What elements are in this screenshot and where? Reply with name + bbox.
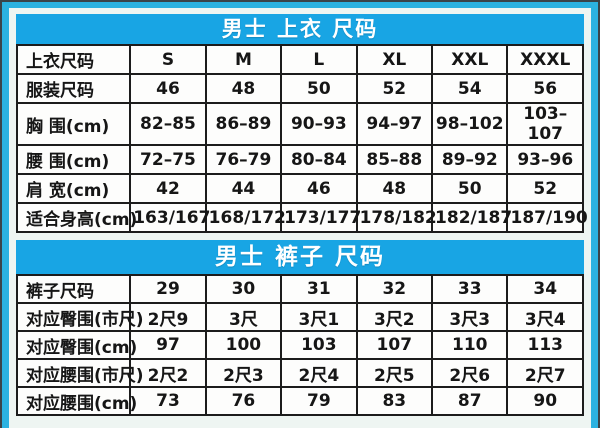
size-cell: M bbox=[204, 44, 283, 75]
row-label: 肩 宽(cm) bbox=[15, 173, 132, 204]
size-cell: 44 bbox=[204, 173, 283, 204]
size-cell: 110 bbox=[431, 330, 509, 360]
row-label: 上衣尺码 bbox=[15, 44, 132, 75]
size-cell: 52 bbox=[506, 173, 584, 204]
size-cell: 46 bbox=[129, 73, 207, 104]
size-cell: 86–89 bbox=[204, 102, 283, 146]
size-cell: 46 bbox=[280, 173, 358, 204]
size-cell: 76 bbox=[204, 386, 283, 416]
size-cell: 2尺9 bbox=[129, 302, 207, 332]
size-cell: 79 bbox=[280, 386, 358, 416]
size-cell: 56 bbox=[506, 73, 584, 104]
size-cell: 50 bbox=[280, 73, 358, 104]
size-cell: 103 bbox=[280, 330, 358, 360]
table-row: 腰 围(cm) 72–75 76–79 80–84 85–88 89–92 93… bbox=[15, 144, 584, 175]
pants-title-band: 男士 裤子 尺码 bbox=[16, 240, 584, 274]
row-label: 服装尺码 bbox=[15, 73, 132, 104]
size-cell: 34 bbox=[506, 274, 584, 304]
size-cell: 2尺2 bbox=[129, 358, 207, 388]
size-cell: S bbox=[129, 44, 207, 75]
size-cell: 42 bbox=[129, 173, 207, 204]
size-cell: 103–107 bbox=[506, 102, 584, 146]
size-cell: 52 bbox=[355, 73, 434, 104]
table-row: 上衣尺码 S M L XL XXL XXXL bbox=[15, 44, 584, 75]
size-cell: 3尺1 bbox=[280, 302, 358, 332]
row-label: 对应臀围(市尺) bbox=[15, 302, 144, 332]
size-cell: 50 bbox=[431, 173, 509, 204]
size-cell: XXXL bbox=[506, 44, 584, 75]
size-cell: 182/187 bbox=[431, 202, 512, 233]
size-cell: 113 bbox=[506, 330, 584, 360]
row-label: 对应腰围(市尺) bbox=[15, 358, 144, 388]
table-row: 对应腰围(市尺) 2尺2 2尺3 2尺4 2尺5 2尺6 2尺7 bbox=[15, 358, 584, 388]
table-row: 胸 围(cm) 82–85 86–89 90–93 94–97 98–102 1… bbox=[15, 102, 584, 146]
size-cell: 178/182 bbox=[355, 202, 437, 233]
size-cell: 80–84 bbox=[280, 144, 358, 175]
size-cell: 163/167 bbox=[129, 202, 210, 233]
size-cell: 48 bbox=[355, 173, 434, 204]
table-row: 对应腰围(cm) 73 76 79 83 87 90 bbox=[15, 386, 584, 416]
tops-size-panel: 男士 上衣 尺码 上衣尺码 S M L XL XXL XXXL bbox=[15, 14, 588, 233]
pants-size-panel: 男士 裤子 尺码 裤子尺码 29 30 31 32 33 34 bbox=[15, 233, 584, 416]
size-cell: 85–88 bbox=[355, 144, 434, 175]
size-cell: 73 bbox=[129, 386, 207, 416]
size-cell: XXL bbox=[431, 44, 509, 75]
size-cell: 54 bbox=[431, 73, 509, 104]
poster-inner-panel: 男士 上衣 尺码 上衣尺码 S M L XL XXL XXXL bbox=[9, 8, 591, 428]
size-cell: 2尺3 bbox=[204, 358, 283, 388]
size-cell: 2尺5 bbox=[355, 358, 434, 388]
size-cell: 94–97 bbox=[355, 102, 434, 146]
size-cell: 173/177 bbox=[280, 202, 361, 233]
table-row: 对应臀围(市尺) 2尺9 3尺 3尺1 3尺2 3尺3 3尺4 bbox=[15, 302, 584, 332]
size-cell: 2尺6 bbox=[431, 358, 509, 388]
size-cell: 2尺4 bbox=[280, 358, 358, 388]
size-cell: XL bbox=[355, 44, 434, 75]
size-cell: 89–92 bbox=[431, 144, 509, 175]
size-cell: 3尺 bbox=[204, 302, 283, 332]
row-label: 裤子尺码 bbox=[15, 274, 132, 304]
row-label: 适合身高(cm) bbox=[15, 202, 137, 233]
size-cell: 87 bbox=[431, 386, 509, 416]
tops-title: 男士 上衣 尺码 bbox=[221, 17, 379, 41]
pants-title: 男士 裤子 尺码 bbox=[214, 244, 385, 270]
size-cell: 90 bbox=[506, 386, 584, 416]
tops-size-table: 上衣尺码 S M L XL XXL XXXL 服装尺码 46 48 50 52 bbox=[15, 44, 588, 233]
size-cell: 3尺4 bbox=[506, 302, 584, 332]
size-cell: L bbox=[280, 44, 358, 75]
size-cell: 33 bbox=[431, 274, 509, 304]
size-cell: 90–93 bbox=[280, 102, 358, 146]
size-cell: 97 bbox=[129, 330, 207, 360]
table-row: 服装尺码 46 48 50 52 54 56 bbox=[15, 73, 584, 104]
size-cell: 82–85 bbox=[129, 102, 207, 146]
size-cell: 3尺2 bbox=[355, 302, 434, 332]
table-row: 适合身高(cm) 163/167 168/172 173/177 178/182… bbox=[15, 202, 588, 233]
size-cell: 100 bbox=[204, 330, 283, 360]
row-label: 胸 围(cm) bbox=[15, 102, 132, 146]
size-cell: 48 bbox=[204, 73, 283, 104]
row-label: 对应臀围(cm) bbox=[15, 330, 137, 360]
size-cell: 76–79 bbox=[204, 144, 283, 175]
size-cell: 83 bbox=[355, 386, 434, 416]
table-row: 肩 宽(cm) 42 44 46 48 50 52 bbox=[15, 173, 584, 204]
pants-size-table: 裤子尺码 29 30 31 32 33 34 对应臀围(市尺) 2尺9 3尺 3… bbox=[15, 274, 584, 416]
size-cell: 30 bbox=[204, 274, 283, 304]
size-cell: 187/190 bbox=[506, 202, 588, 233]
size-cell: 107 bbox=[355, 330, 434, 360]
size-cell: 31 bbox=[280, 274, 358, 304]
size-cell: 93–96 bbox=[506, 144, 584, 175]
row-label: 腰 围(cm) bbox=[15, 144, 132, 175]
row-label: 对应腰围(cm) bbox=[15, 386, 137, 416]
size-cell: 98–102 bbox=[431, 102, 509, 146]
tops-title-band: 男士 上衣 尺码 bbox=[16, 14, 584, 44]
size-cell: 29 bbox=[129, 274, 207, 304]
size-cell: 32 bbox=[355, 274, 434, 304]
size-cell: 168/172 bbox=[204, 202, 286, 233]
table-row: 对应臀围(cm) 97 100 103 107 110 113 bbox=[15, 330, 584, 360]
table-row: 裤子尺码 29 30 31 32 33 34 bbox=[15, 274, 584, 304]
size-cell: 2尺7 bbox=[506, 358, 584, 388]
size-cell: 3尺3 bbox=[431, 302, 509, 332]
size-cell: 72–75 bbox=[129, 144, 207, 175]
